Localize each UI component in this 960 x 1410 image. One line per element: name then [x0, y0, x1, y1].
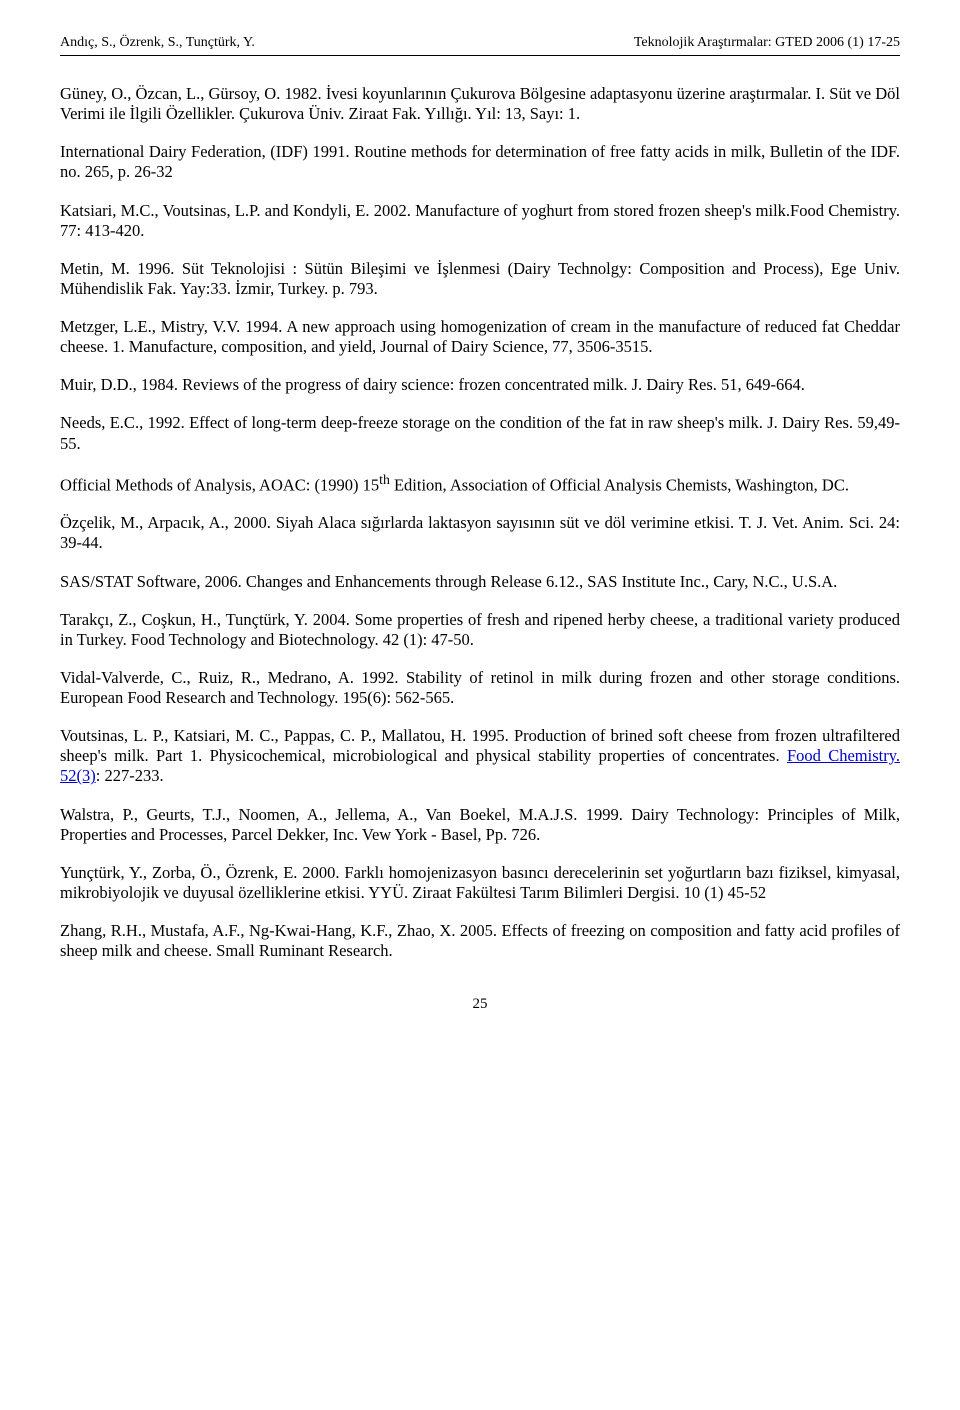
reference-item: Güney, O., Özcan, L., Gürsoy, O. 1982. İ…	[60, 84, 900, 124]
reference-item: SAS/STAT Software, 2006. Changes and Enh…	[60, 572, 900, 592]
reference-item: Needs, E.C., 1992. Effect of long-term d…	[60, 413, 900, 453]
reference-item: Voutsinas, L. P., Katsiari, M. C., Pappa…	[60, 726, 900, 786]
reference-item: Walstra, P., Geurts, T.J., Noomen, A., J…	[60, 805, 900, 845]
reference-item: Metin, M. 1996. Süt Teknolojisi : Sütün …	[60, 259, 900, 299]
page-number: 25	[60, 996, 900, 1013]
reference-item: Zhang, R.H., Mustafa, A.F., Ng-Kwai-Hang…	[60, 921, 900, 961]
header-journal: Teknolojik Araştırmalar: GTED 2006 (1) 1…	[634, 35, 900, 51]
reference-item: Tarakçı, Z., Coşkun, H., Tunçtürk, Y. 20…	[60, 610, 900, 650]
page-container: Andıç, S., Özrenk, S., Tunçtürk, Y. Tekn…	[0, 0, 960, 1053]
reference-item: Muir, D.D., 1984. Reviews of the progres…	[60, 375, 900, 395]
header-authors: Andıç, S., Özrenk, S., Tunçtürk, Y.	[60, 35, 255, 51]
reference-item: Vidal-Valverde, C., Ruiz, R., Medrano, A…	[60, 668, 900, 708]
running-header: Andıç, S., Özrenk, S., Tunçtürk, Y. Tekn…	[60, 35, 900, 51]
reference-item: International Dairy Federation, (IDF) 19…	[60, 142, 900, 182]
reference-item: Özçelik, M., Arpacık, A., 2000. Siyah Al…	[60, 513, 900, 553]
reference-item: Official Methods of Analysis, AOAC: (199…	[60, 472, 900, 496]
reference-item: Metzger, L.E., Mistry, V.V. 1994. A new …	[60, 317, 900, 357]
reference-item: Yunçtürk, Y., Zorba, Ö., Özrenk, E. 2000…	[60, 863, 900, 903]
reference-item: Katsiari, M.C., Voutsinas, L.P. and Kond…	[60, 201, 900, 241]
header-divider	[60, 55, 900, 56]
